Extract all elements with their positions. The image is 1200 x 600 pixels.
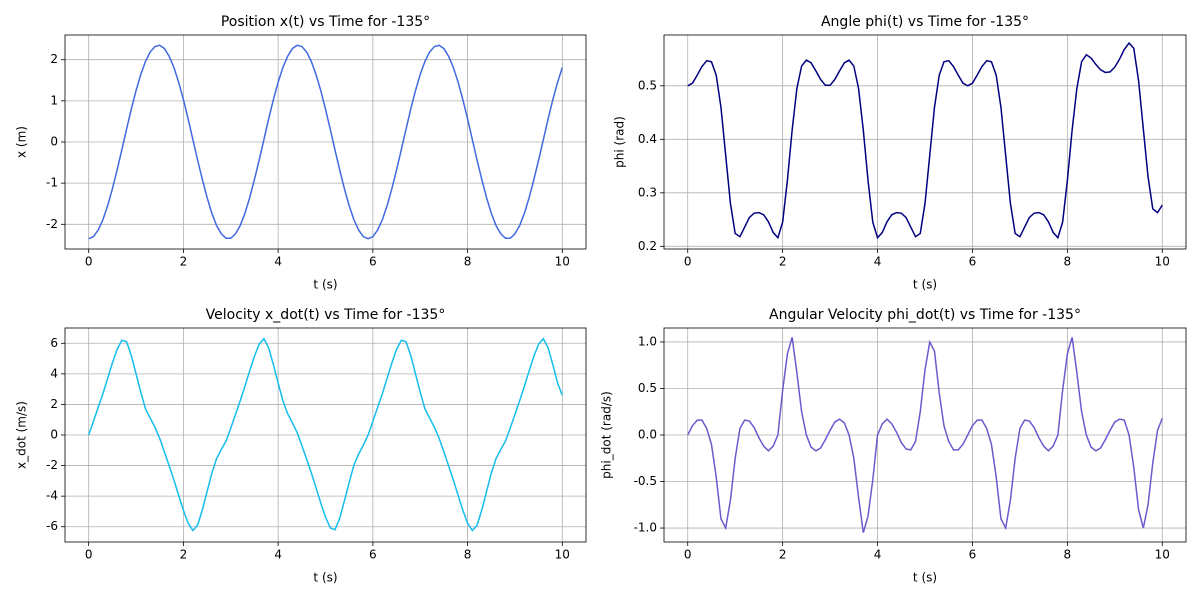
chart-title: Velocity x_dot(t) vs Time for -135°: [206, 307, 446, 323]
plot-frame: [663, 327, 1187, 543]
x-tick-label: 2: [779, 548, 787, 562]
y-tick-label: 0: [50, 135, 58, 149]
x-tick-label: 2: [180, 255, 188, 269]
y-tick-label: 1.0: [638, 334, 657, 348]
y-tick-label: 2: [50, 397, 58, 411]
y-tick-label: 0.5: [638, 78, 657, 92]
x-tick-label: 6: [369, 548, 377, 562]
x-tick-label: 0: [684, 255, 692, 269]
y-tick-label: 1: [50, 93, 58, 107]
x-tick-label: 6: [969, 548, 977, 562]
y-tick-label: -6: [46, 519, 58, 533]
y-tick-label: 0.5: [638, 381, 657, 395]
y-tick-label: 0.2: [638, 239, 657, 253]
y-tick-label: -2: [46, 458, 58, 472]
chart-title: Angular Velocity phi_dot(t) vs Time for …: [769, 307, 1081, 323]
y-tick-label: -4: [46, 489, 58, 503]
x-tick-label: 8: [1064, 548, 1072, 562]
x-tick-label: 10: [1155, 548, 1170, 562]
data-line: [87, 337, 564, 532]
y-axis-label: x_dot (m/s): [15, 401, 29, 469]
x-tick-label: 8: [1064, 255, 1072, 269]
y-tick-label: 2: [50, 52, 58, 66]
data-line: [687, 41, 1163, 240]
x-axis-label: t (s): [313, 571, 337, 585]
chart-title: Position x(t) vs Time for -135°: [221, 14, 430, 30]
x-tick-label: 4: [874, 548, 882, 562]
data-line: [687, 337, 1163, 533]
x-axis-label: t (s): [913, 571, 937, 585]
x-tick-label: 6: [369, 255, 377, 269]
plot-frame: [663, 34, 1187, 250]
x-axis-label: t (s): [313, 278, 337, 292]
y-tick-label: 0.0: [638, 428, 657, 442]
x-tick-label: 2: [180, 548, 188, 562]
x-axis-label: t (s): [913, 278, 937, 292]
y-tick-label: -2: [46, 217, 58, 231]
y-tick-label: 0.3: [638, 185, 657, 199]
x-tick-label: 10: [555, 548, 570, 562]
x-tick-label: 0: [85, 548, 93, 562]
y-tick-label: 6: [50, 336, 58, 350]
y-axis-label: x (m): [15, 126, 29, 158]
y-tick-label: -1: [46, 176, 58, 190]
y-tick-label: -1.0: [634, 521, 657, 535]
x-tick-label: 4: [874, 255, 882, 269]
y-tick-label: 4: [50, 366, 58, 380]
x-tick-label: 4: [274, 548, 282, 562]
chart-title: Angle phi(t) vs Time for -135°: [821, 14, 1029, 30]
plot-frame: [64, 34, 587, 250]
plot-frame: [64, 327, 587, 543]
y-axis-label: phi (rad): [613, 116, 627, 168]
x-tick-label: 4: [274, 255, 282, 269]
y-tick-label: 0.4: [638, 132, 657, 146]
y-tick-label: -0.5: [634, 474, 657, 488]
x-tick-label: 10: [1155, 255, 1170, 269]
x-tick-label: 0: [684, 548, 692, 562]
y-tick-label: 0: [50, 428, 58, 442]
x-tick-label: 2: [779, 255, 787, 269]
data-line: [88, 44, 564, 240]
x-tick-label: 6: [969, 255, 977, 269]
x-tick-label: 0: [85, 255, 93, 269]
x-tick-label: 8: [464, 255, 472, 269]
y-axis-label: phi_dot (rad/s): [600, 391, 614, 479]
x-tick-label: 8: [464, 548, 472, 562]
x-tick-label: 10: [555, 255, 570, 269]
